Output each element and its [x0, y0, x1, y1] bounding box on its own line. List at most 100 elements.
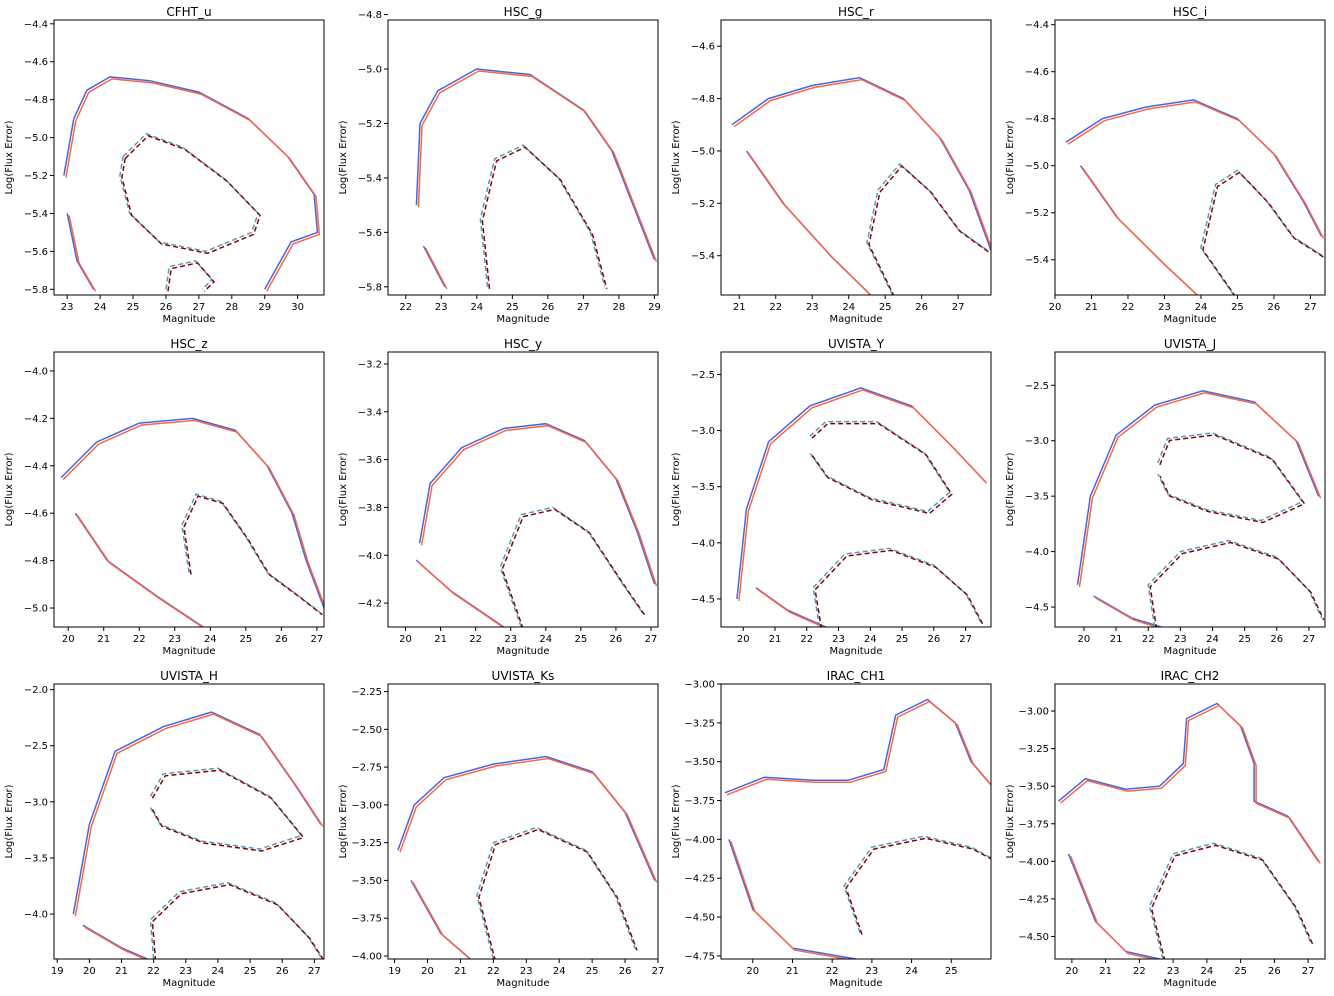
- y-tick-label: −3.50: [684, 757, 715, 768]
- solid-contour-b: [757, 589, 826, 627]
- y-tick-label: −5.0: [24, 133, 48, 144]
- solid-contour-b: [1094, 597, 1159, 627]
- solid-contour-a: [415, 559, 504, 627]
- x-tick-label: 24: [204, 634, 217, 645]
- plot-frame: [387, 19, 658, 296]
- solid-contour-a: [724, 698, 991, 794]
- x-tick-label: 20: [399, 634, 412, 645]
- y-tick-label: −5.0: [691, 146, 715, 157]
- solid-contour-b: [417, 70, 657, 262]
- plot-frame: [720, 19, 992, 296]
- x-tick-label: 20: [421, 966, 434, 977]
- x-tick-label: 28: [612, 302, 625, 313]
- x-tick-label: 20: [83, 966, 96, 977]
- chart-panel: UVISTA_Ks 19 20 21 22 23 24 25 26 27 −4.00 −3.75 −3.…: [338, 669, 664, 989]
- x-tick-label: 22: [826, 966, 839, 977]
- y-tick-label: −5.2: [1024, 208, 1048, 219]
- y-tick-label: −5.2: [691, 199, 715, 210]
- x-tick-label: 25: [585, 966, 598, 977]
- dashed-contour-a: [1148, 842, 1312, 959]
- dashed-contour-b: [121, 134, 261, 255]
- plot-frame: [720, 351, 992, 628]
- solid-contour-b: [411, 882, 471, 959]
- solid-contour-a: [1076, 390, 1319, 586]
- chart-panel: UVISTA_H 19 20 21 22 23 24 25 26 27 −4.0 −3.5 −3.0 −2…: [4, 669, 325, 989]
- dashed-contour-a: [1146, 539, 1322, 627]
- y-tick-label: −4.6: [1024, 67, 1048, 78]
- x-tick-label: 30: [291, 302, 304, 313]
- x-tick-label: 24: [539, 634, 552, 645]
- plot-frame: [53, 683, 325, 960]
- x-tick-label: 20: [62, 634, 75, 645]
- y-tick-label: −3.25: [684, 718, 715, 729]
- y-tick-label: −5.0: [357, 65, 381, 76]
- y-tick-label: −5.4: [24, 209, 48, 220]
- x-tick-label: 29: [258, 302, 271, 313]
- y-tick-label: −3.00: [1018, 707, 1049, 718]
- x-axis-label: Magnitude: [496, 314, 549, 325]
- x-tick-label: 20: [737, 634, 750, 645]
- x-tick-label: 23: [1173, 634, 1186, 645]
- y-tick-label: −3.4: [357, 407, 381, 418]
- chart-title: HSC_z: [170, 337, 207, 351]
- y-tick-label: −3.75: [351, 914, 382, 925]
- y-tick-label: −5.6: [357, 228, 381, 239]
- y-tick-label: −4.0: [357, 551, 381, 562]
- x-tick-label: 26: [1270, 634, 1283, 645]
- solid-contour-b: [398, 757, 657, 883]
- y-tick-label: −3.50: [1018, 782, 1049, 793]
- x-tick-label: 23: [504, 634, 517, 645]
- x-tick-label: 25: [1234, 966, 1247, 977]
- x-tick-label: 25: [239, 634, 252, 645]
- x-tick-label: 25: [945, 966, 958, 977]
- x-tick-label: 22: [399, 302, 412, 313]
- solid-contour-b: [417, 561, 504, 627]
- x-tick-label: 24: [864, 634, 877, 645]
- y-tick-label: −3.75: [1018, 819, 1049, 830]
- solid-contour-b: [68, 215, 97, 292]
- y-tick-label: −2.75: [351, 763, 382, 774]
- y-tick-label: −4.75: [684, 951, 715, 962]
- x-tick-label: 24: [470, 302, 483, 313]
- dashed-contour-a: [149, 881, 322, 959]
- x-axis-label: Magnitude: [163, 978, 216, 989]
- y-tick-label: −3.5: [24, 853, 48, 864]
- y-tick-label: −4.0: [24, 910, 48, 921]
- y-tick-label: −5.2: [357, 119, 381, 130]
- dashed-contour-a: [866, 162, 988, 295]
- x-tick-label: 29: [648, 302, 661, 313]
- solid-contour-a: [396, 755, 655, 881]
- solid-contour-a: [1079, 165, 1198, 295]
- plot-frame: [1054, 351, 1325, 628]
- y-tick-label: −4.50: [1018, 932, 1049, 943]
- dashed-contour-a: [843, 835, 991, 933]
- y-tick-label: −4.4: [1024, 20, 1048, 31]
- plot-frame: [387, 683, 658, 960]
- x-tick-label: 21: [733, 302, 746, 313]
- x-tick-label: 23: [179, 966, 192, 977]
- x-tick-label: 23: [434, 302, 447, 313]
- x-tick-label: 26: [1268, 966, 1281, 977]
- x-tick-label: 21: [769, 634, 782, 645]
- dashed-contour-b: [183, 495, 323, 616]
- x-tick-label: 25: [244, 966, 257, 977]
- solid-contour-b: [1066, 101, 1324, 239]
- x-tick-label: 25: [574, 634, 587, 645]
- chart-title: HSC_y: [503, 337, 541, 351]
- x-tick-label: 24: [1206, 634, 1219, 645]
- chart-panel: HSC_z 20 21 22 23 24 25 26 27 −5.0 −4.8 −4.6 −4.4 −4.…: [4, 337, 325, 657]
- x-tick-label: 26: [276, 966, 289, 977]
- x-tick-label: 22: [1133, 966, 1146, 977]
- y-axis-label: Log(Flux Error): [1005, 452, 1016, 526]
- x-tick-label: 21: [97, 634, 110, 645]
- y-tick-label: −3.25: [1018, 744, 1049, 755]
- x-tick-label: 21: [115, 966, 128, 977]
- y-tick-label: −3.25: [351, 838, 382, 849]
- x-tick-label: 27: [1302, 634, 1315, 645]
- dashed-contour-b: [167, 262, 216, 292]
- y-tick-label: −3.0: [691, 426, 715, 437]
- solid-contour-b: [76, 514, 204, 627]
- chart-title: HSC_g: [503, 5, 542, 19]
- x-tick-label: 25: [1231, 302, 1244, 313]
